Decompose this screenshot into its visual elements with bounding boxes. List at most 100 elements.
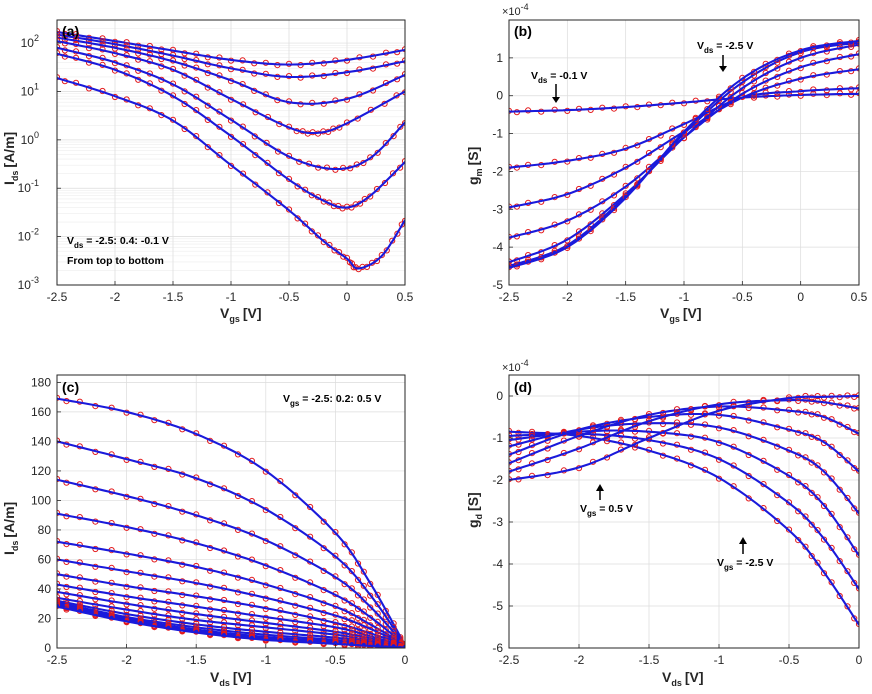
x-tick-label: -0.5 (279, 290, 300, 304)
model-curve (509, 405, 859, 465)
measured-point (855, 585, 859, 592)
y-tick-label: 160 (31, 405, 51, 419)
panel-b-axes-box (508, 19, 860, 286)
model-curve (509, 412, 859, 473)
panel-b-ann1-text: = -0.1 V (547, 70, 587, 82)
x-tick-label: -2.5 (499, 290, 520, 304)
series-vds--0.5-v (57, 49, 405, 212)
y-tick-label: 101 (21, 81, 39, 98)
panel-a-ylabel-unit: [A/m] (1, 132, 17, 168)
x-tick-label: -1.5 (639, 653, 660, 667)
model-curve (57, 397, 405, 646)
x-tick-label: 0 (856, 653, 863, 667)
x-tick-label: -2.5 (499, 653, 520, 667)
measured-point (390, 628, 397, 635)
panel-a-note-sub: ds (74, 241, 84, 250)
panel-d-curves (509, 392, 859, 628)
model-curve (57, 512, 405, 646)
panel-c-curves (57, 394, 405, 648)
panel-a-xlabel: Vgs [V] (220, 305, 262, 324)
x-tick-label: -0.5 (779, 653, 800, 667)
panel-c-xlabel-sub: ds (219, 678, 230, 688)
y-tick-label: 1 (496, 51, 503, 65)
measured-point (599, 216, 606, 223)
measured-point (715, 93, 723, 100)
measured-point (348, 585, 355, 592)
panel-d-arrow-high (739, 537, 747, 554)
measured-point (360, 596, 367, 603)
y-tick-label: -6 (492, 641, 503, 655)
measured-point (851, 465, 858, 472)
measured-point (354, 592, 362, 599)
panel-c-note-sub: gs (290, 399, 300, 408)
x-tick-label: 0 (344, 290, 351, 304)
series-vds--0.5-v (509, 84, 859, 171)
model-curve (57, 540, 405, 646)
x-tick-label: 0 (797, 290, 804, 304)
panel-d-scale-factor: ×10-4 (502, 358, 529, 374)
measured-point (828, 475, 835, 482)
panel-b-ann2-var: V (697, 40, 704, 52)
measured-point (367, 592, 374, 599)
panel-c-ylabel: Ids [A/m] (1, 502, 20, 555)
panel-b-xlabel-var: V (660, 305, 670, 321)
y-tick-label: 10-1 (18, 178, 39, 195)
x-tick-label: -2 (574, 653, 585, 667)
x-tick-label: -1.5 (615, 290, 636, 304)
y-tick-label: 60 (38, 552, 52, 566)
panel-c-vgs-sweep-note: Vgs = -2.5: 0.2: 0.5 V (283, 393, 381, 408)
measured-point (308, 228, 315, 235)
x-tick-label: -1.5 (186, 653, 207, 667)
series-vds--1.3-v (57, 37, 405, 137)
x-tick-label: -0.5 (732, 290, 753, 304)
series-vds--2.5-v (57, 28, 405, 69)
y-tick-label: 0 (496, 89, 503, 103)
measured-point (374, 601, 381, 608)
measured-point (820, 570, 828, 577)
y-tick-label: 102 (21, 33, 39, 50)
model-curve (57, 605, 405, 648)
model-curve (57, 52, 405, 209)
measured-point (645, 168, 653, 175)
measured-point (599, 210, 606, 217)
measured-point (802, 513, 809, 520)
measured-point (634, 183, 641, 190)
panel-c-xlabel-var: V (210, 669, 220, 685)
panel-d-ann2-text: = -2.5 V (733, 557, 773, 569)
panel-b-ylabel: gm [S] (465, 147, 484, 185)
panel-d-ann1-text: = 0.5 V (596, 503, 632, 515)
measured-point (836, 558, 843, 565)
panel-d-ylabel: gd [S] (465, 492, 484, 528)
x-tick-label: 0.5 (851, 290, 868, 304)
panel-c-label: (c) (62, 379, 79, 395)
panel-b-scale-factor: ×10-4 (502, 2, 529, 18)
panel-d-ann2-sub: gs (724, 563, 734, 572)
y-tick-label: 80 (38, 523, 52, 537)
y-tick-label: -1 (492, 127, 503, 141)
measured-point (390, 133, 397, 140)
model-curve (57, 558, 405, 646)
model-curve (509, 394, 859, 482)
panel-c-ylabel-var: I (1, 551, 17, 555)
measured-point (820, 469, 828, 476)
panel-d-ylabel-sub: d (474, 514, 484, 520)
series-vds--0.1-v (57, 74, 405, 273)
measured-point (367, 604, 374, 611)
measured-point (383, 247, 390, 254)
measured-point (692, 115, 699, 123)
measured-point (680, 129, 688, 136)
model-curve (57, 573, 405, 647)
measured-point (704, 106, 711, 113)
y-tick-label: -5 (492, 599, 503, 613)
series-vgs--1.3-v (57, 570, 405, 648)
panel-b-vds-high-label: Vds = -2.5 V (697, 40, 753, 55)
x-tick-label: -2 (110, 290, 121, 304)
x-tick-label: -2.5 (47, 653, 68, 667)
panel-c-ticks: -2.5 -2 -1.5 -1 -0.5 0 0 20 40 60 80 100 120 140 160 18… (31, 375, 409, 667)
model-curve (57, 30, 405, 66)
panel-c: -2.5 -2 -1.5 -1 -0.5 0 0 20 40 60 80 100 120 140 160 18… (1, 374, 409, 688)
measured-point (397, 164, 404, 171)
measured-point (836, 451, 843, 459)
measured-point (374, 149, 381, 156)
panel-d-ann2-var: V (717, 557, 724, 569)
